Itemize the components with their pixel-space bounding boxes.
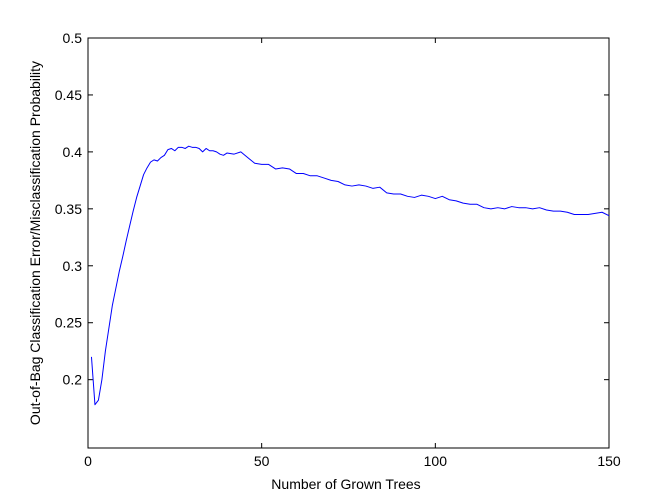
plot-area [87, 37, 610, 449]
y-tick-label: 0.5 [63, 30, 83, 46]
x-tick-label: 100 [424, 453, 448, 469]
y-tick-label: 0.45 [55, 87, 82, 103]
x-tick-label: 50 [254, 453, 270, 469]
y-tick-label: 0.3 [63, 258, 83, 274]
y-tick-label: 0.25 [55, 315, 82, 331]
x-tick-label: 0 [84, 453, 92, 469]
axis-ticks [87, 37, 610, 448]
series-line-0 [90, 145, 610, 406]
series-layer [90, 145, 610, 406]
y-tick-label: 0.2 [63, 372, 83, 388]
y-tick-label: 0.4 [63, 144, 83, 160]
y-axis-label: Out-of-Bag Classification Error/Misclass… [27, 61, 43, 425]
y-tick-label: 0.35 [55, 201, 82, 217]
x-axis-label: Number of Grown Trees [271, 476, 420, 492]
axis-tick-labels: 0 50 100 150 0.2 0.25 0.3 0.35 0.4 0.45 0.5 [55, 30, 621, 469]
x-tick-label: 150 [597, 453, 621, 469]
